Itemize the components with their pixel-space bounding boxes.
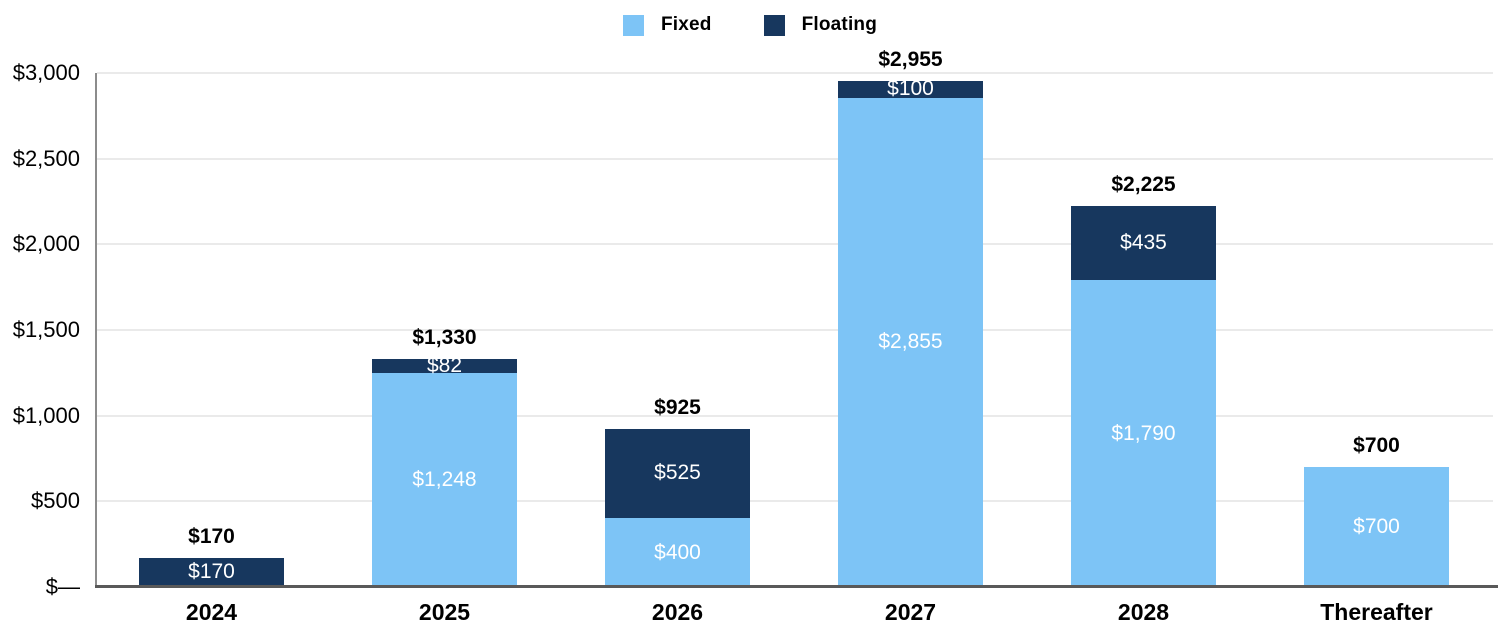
- y-tick-label: $2,000: [12, 231, 80, 257]
- x-axis-label-2025: 2025: [418, 599, 471, 625]
- x-axis-label-2027: 2027: [884, 599, 937, 625]
- segment-value-label: $525: [654, 461, 701, 485]
- segment-value-label: $1,790: [1111, 421, 1176, 445]
- segment-value-label: $435: [1120, 231, 1167, 255]
- bar-2026: $525 $400: [605, 428, 750, 587]
- y-tick-label: $3,000: [12, 60, 80, 85]
- gridline: [97, 414, 1493, 417]
- floating-legend-label: Floating: [801, 14, 878, 35]
- gridline: [97, 72, 1493, 74]
- segment-value-label: $100: [887, 77, 934, 101]
- x-axis-label-Thereafter: Thereafter: [1320, 599, 1433, 625]
- bar-Thereafter: $700: [1304, 467, 1449, 587]
- legend-item-fixed: Fixed: [622, 14, 712, 36]
- gridline: [97, 500, 1493, 503]
- total-label-2028: $2,225: [1111, 172, 1176, 196]
- y-tick-label: $2,500: [12, 145, 80, 171]
- gridline: [97, 243, 1493, 246]
- bar-segment-fixed-2027: $2,855: [838, 97, 983, 587]
- bar-segment-floating-2026: $525: [605, 428, 750, 519]
- segment-value-label: $170: [188, 560, 235, 584]
- gridline: [97, 157, 1493, 160]
- bar-2027: $100 $2,855: [838, 77, 983, 587]
- segment-value-label: $1,248: [412, 468, 477, 492]
- y-tick-label: $—: [45, 574, 80, 599]
- bar-2025: $82 $1,248: [372, 354, 517, 587]
- x-axis-label-2024: 2024: [185, 599, 238, 625]
- x-axis-line: [95, 585, 1498, 588]
- segment-value-label: $400: [654, 540, 701, 564]
- x-axis-label-2026: 2026: [651, 599, 704, 625]
- legend-item-floating: Floating: [763, 14, 878, 36]
- legend: Fixed Floating: [0, 14, 1500, 36]
- bar-segment-fixed-2028: $1,790: [1071, 280, 1216, 587]
- bar-2028: $435 $1,790: [1071, 205, 1216, 587]
- bar-segment-fixed-2026: $400: [605, 518, 750, 587]
- gridline: [97, 329, 1493, 331]
- segment-value-label: $700: [1353, 515, 1400, 539]
- total-label-2027: $2,955: [878, 47, 943, 71]
- floating-legend-swatch: [763, 14, 785, 36]
- total-label-2025: $1,330: [412, 326, 477, 350]
- total-label-2026: $925: [654, 395, 701, 419]
- fixed-legend-label: Fixed: [660, 14, 712, 35]
- x-axis-label-2028: 2028: [1117, 599, 1170, 625]
- bar-segment-floating-2028: $435: [1071, 205, 1216, 281]
- bar-2024: $170: [139, 557, 284, 587]
- bar-segment-floating-2025: $82: [372, 354, 517, 377]
- y-tick-label: $500: [31, 488, 80, 514]
- total-label-Thereafter: $700: [1353, 434, 1400, 458]
- fixed-legend-swatch: [622, 14, 644, 36]
- total-label-2024: $170: [188, 524, 235, 548]
- y-tick-label: $1,000: [12, 402, 80, 428]
- bar-segment-fixed-Thereafter: $700: [1304, 467, 1449, 587]
- segment-value-label: $2,855: [878, 330, 943, 354]
- y-axis-line: [95, 73, 97, 587]
- bar-segment-floating-2024: $170: [139, 557, 284, 587]
- segment-value-label: $82: [426, 354, 463, 378]
- bar-segment-fixed-2025: $1,248: [372, 373, 517, 587]
- bar-segment-floating-2027: $100: [838, 77, 983, 100]
- y-tick-label: $1,500: [12, 317, 80, 342]
